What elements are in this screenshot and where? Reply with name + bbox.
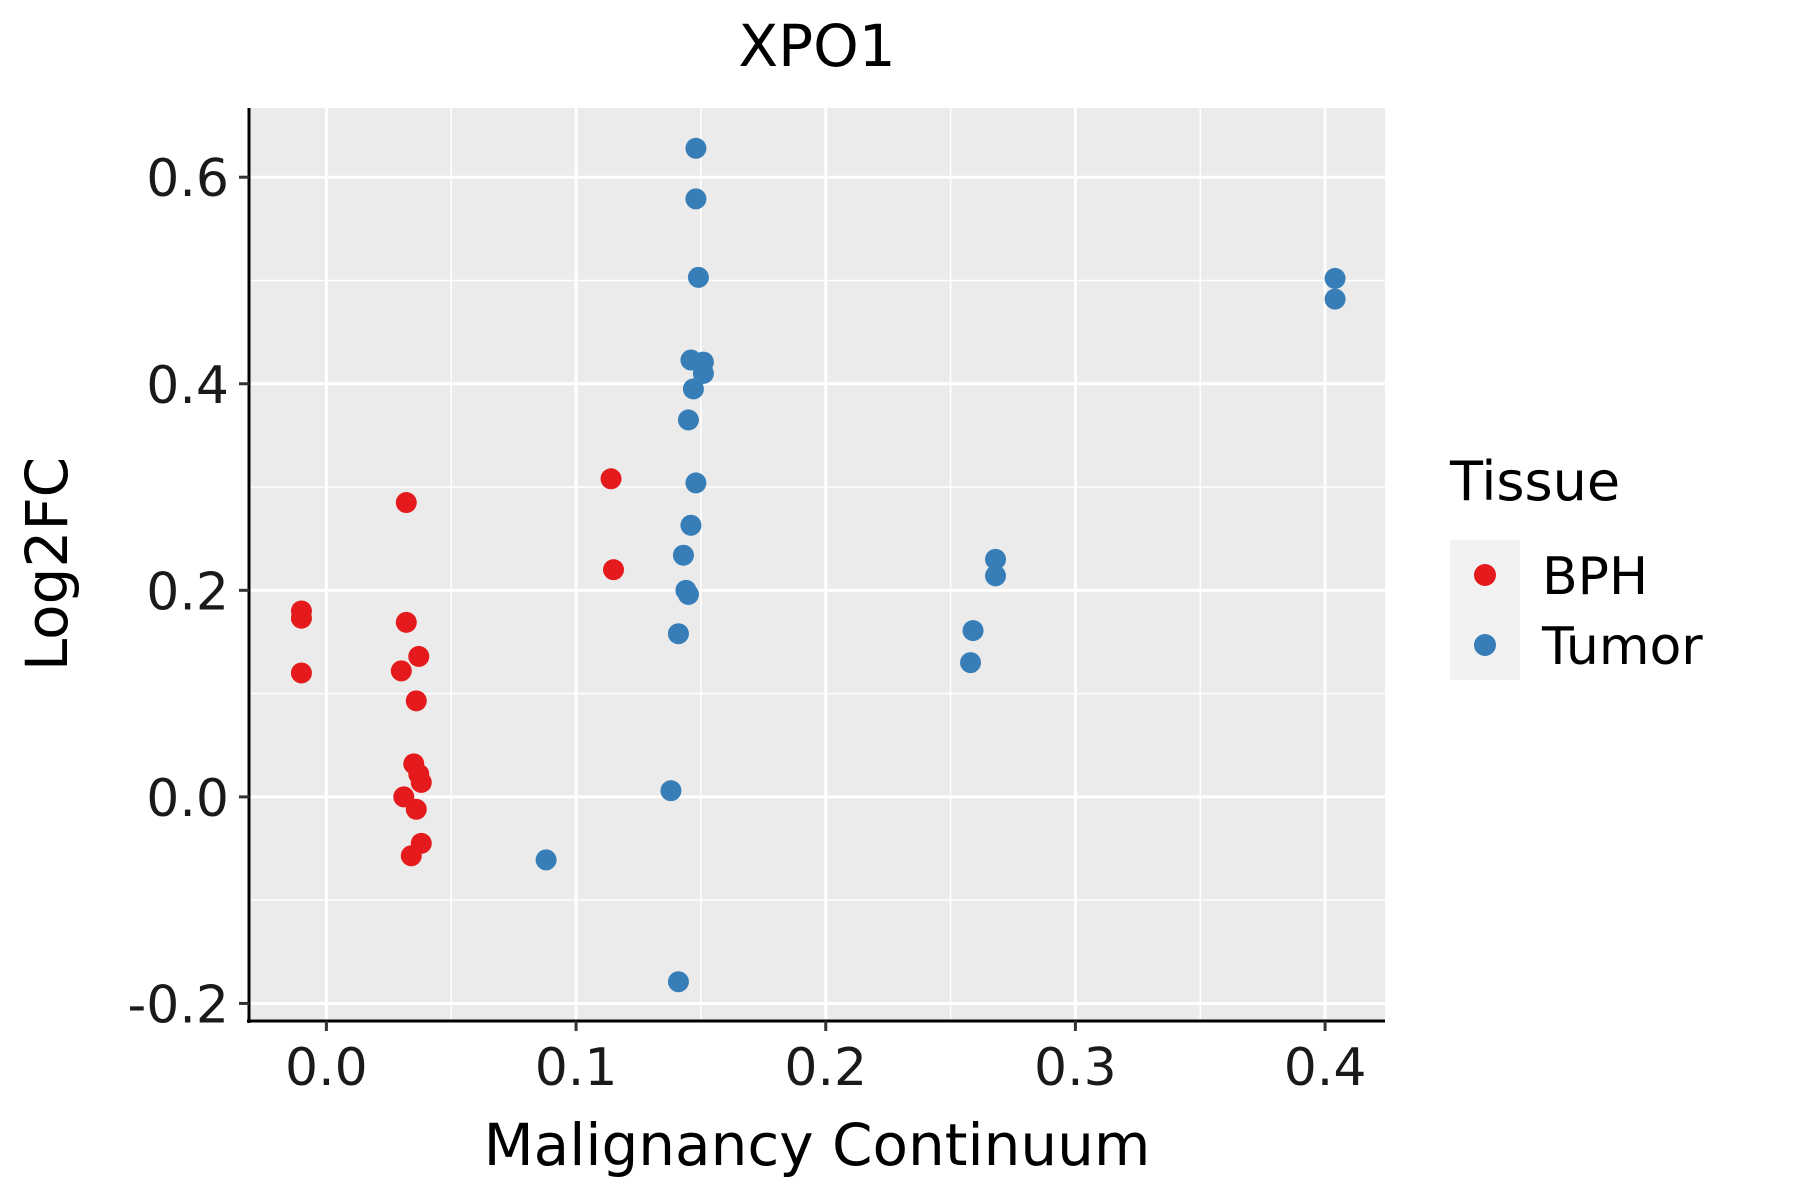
legend-label-tumor: Tumor <box>1541 617 1703 677</box>
y-tick-label: -0.2 <box>128 975 229 1035</box>
data-point-tumor <box>692 362 714 384</box>
data-point-tumor <box>660 780 682 802</box>
x-tick-label: 0.0 <box>285 1038 368 1098</box>
data-points <box>290 137 1346 993</box>
data-point-tumor <box>535 849 557 871</box>
data-point-bph <box>290 662 312 684</box>
data-point-tumor <box>687 266 709 288</box>
x-tick-label: 0.1 <box>535 1038 618 1098</box>
data-point-tumor <box>962 620 984 642</box>
data-point-tumor <box>985 548 1007 570</box>
data-point-bph <box>408 645 430 667</box>
data-point-tumor <box>667 623 689 645</box>
data-point-tumor <box>960 652 982 674</box>
plot-panel <box>249 108 1385 1021</box>
y-tick-label: 0.2 <box>146 562 229 622</box>
data-point-bph <box>395 492 417 514</box>
panel-background <box>249 108 1385 1021</box>
data-point-tumor <box>985 565 1007 587</box>
data-point-bph <box>600 468 622 490</box>
data-point-tumor <box>677 409 699 431</box>
axes: 0.0 0.1 0.2 0.3 0.4 -0.2 0.0 0.2 0.4 0.6 <box>128 108 1385 1098</box>
data-point-tumor <box>1324 288 1346 310</box>
grid <box>249 108 1385 1021</box>
data-point-tumor <box>677 583 699 605</box>
data-point-tumor <box>685 472 707 494</box>
x-tick-label: 0.4 <box>1284 1038 1367 1098</box>
data-point-tumor <box>685 137 707 159</box>
data-point-tumor <box>682 378 704 400</box>
y-axis-title: Log2FC <box>13 457 81 671</box>
data-point-bph <box>405 798 427 820</box>
y-tick-label: 0.4 <box>146 356 229 416</box>
legend: Tissue BPH Tumor <box>1449 450 1703 680</box>
data-point-tumor <box>685 188 707 210</box>
data-point-bph <box>405 690 427 712</box>
legend-title: Tissue <box>1449 450 1620 513</box>
data-point-tumor <box>1324 267 1346 289</box>
chart-title: XPO1 <box>738 12 895 80</box>
x-axis-title: Malignancy Continuum <box>484 1111 1151 1179</box>
y-tick-label: 0.6 <box>146 149 229 209</box>
data-point-bph <box>290 607 312 629</box>
data-point-tumor <box>667 971 689 993</box>
data-point-bph <box>410 771 432 793</box>
data-point-tumor <box>680 514 702 536</box>
data-point-bph <box>395 611 417 633</box>
data-point-tumor <box>672 544 694 566</box>
x-tick-label: 0.3 <box>1034 1038 1117 1098</box>
x-tick-label: 0.2 <box>784 1038 867 1098</box>
legend-label-bph: BPH <box>1542 547 1648 607</box>
y-tick-label: 0.0 <box>146 769 229 829</box>
legend-marker-bph <box>1474 564 1496 586</box>
legend-marker-tumor <box>1474 634 1496 656</box>
data-point-bph <box>400 845 422 867</box>
data-point-bph <box>390 660 412 682</box>
data-point-bph <box>603 559 625 581</box>
